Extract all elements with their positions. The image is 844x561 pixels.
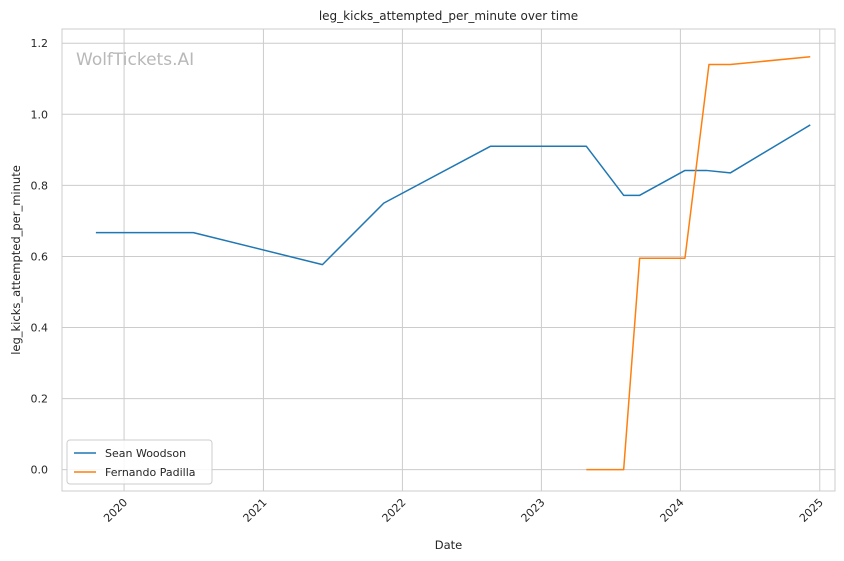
y-tick-label: 0.2 bbox=[31, 393, 49, 406]
legend-label-fernando-padilla: Fernando Padilla bbox=[105, 466, 196, 479]
plot-area bbox=[61, 28, 836, 492]
y-axis-ticks: 0.0 0.2 0.4 0.6 0.8 1.0 1.2 bbox=[31, 37, 49, 476]
grid bbox=[62, 29, 835, 491]
legend-box bbox=[66, 439, 213, 485]
y-tick-label: 1.2 bbox=[31, 37, 49, 50]
legend-label-sean-woodson: Sean Woodson bbox=[105, 447, 186, 460]
chart-title: leg_kicks_attempted_per_minute over time bbox=[319, 9, 578, 23]
series-line-fernando-padilla bbox=[586, 55, 811, 471]
y-axis-title: leg_kicks_attempted_per_minute bbox=[9, 165, 23, 355]
x-tick-label: 2022 bbox=[380, 496, 409, 525]
x-axis-title: Date bbox=[435, 538, 463, 552]
y-tick-label: 0.0 bbox=[31, 464, 49, 477]
y-tick-label: 0.4 bbox=[31, 322, 49, 335]
x-tick-label: 2023 bbox=[519, 496, 548, 525]
watermark-text: WolfTickets.AI bbox=[76, 50, 194, 70]
x-tick-label: 2020 bbox=[101, 496, 130, 525]
series-lines bbox=[95, 55, 811, 471]
y-tick-label: 0.6 bbox=[31, 250, 49, 263]
x-tick-label: 2024 bbox=[658, 496, 687, 525]
x-tick-label: 2025 bbox=[797, 496, 826, 525]
x-axis-ticks: 2020 2021 2022 2023 2024 2025 bbox=[101, 496, 826, 525]
legend: Sean Woodson Fernando Padilla bbox=[66, 439, 213, 485]
y-tick-label: 1.0 bbox=[31, 108, 49, 121]
y-tick-label: 0.8 bbox=[31, 179, 49, 192]
series-line-sean-woodson bbox=[95, 124, 811, 266]
x-tick-label: 2021 bbox=[241, 496, 270, 525]
